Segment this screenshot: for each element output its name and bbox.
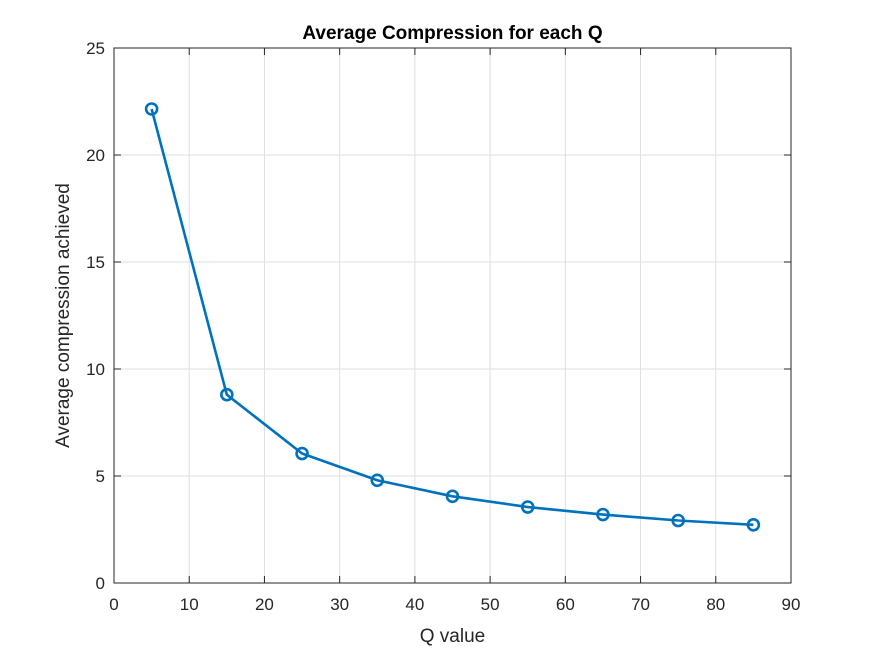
x-tick-label: 10	[180, 595, 199, 614]
y-tick-label: 20	[86, 146, 105, 165]
x-axis-label: Q value	[420, 626, 485, 647]
chart-title: Average Compression for each Q	[302, 23, 602, 44]
x-tick-label: 0	[109, 595, 118, 614]
axis-ticks: 0 10 20 30 40 50 60 70 80 90 0 5 10 15 20 25	[86, 39, 800, 614]
x-tick-label: 50	[481, 595, 500, 614]
y-axis-label: Average compression achieved	[53, 183, 74, 448]
series-line	[150, 108, 754, 527]
data-point-marker	[596, 507, 610, 522]
x-tick-label: 60	[556, 595, 575, 614]
data-point-marker	[220, 387, 234, 402]
data-point-marker	[520, 500, 535, 514]
data-point-marker	[370, 473, 385, 488]
grid	[114, 48, 791, 583]
data-point-marker	[445, 489, 460, 504]
y-tick-label: 15	[86, 253, 105, 272]
x-tick-label: 20	[255, 595, 274, 614]
data-point-marker	[295, 446, 309, 461]
axes-box	[113, 47, 792, 584]
y-tick-label: 5	[96, 467, 105, 486]
x-tick-label: 30	[330, 595, 349, 614]
x-tick-label: 40	[405, 595, 424, 614]
x-tick-label: 80	[706, 595, 725, 614]
x-tick-label: 90	[782, 595, 801, 614]
y-tick-label: 25	[86, 39, 105, 58]
x-tick-label: 70	[631, 595, 650, 614]
y-tick-label: 0	[96, 574, 105, 593]
data-point-marker	[144, 102, 159, 116]
series-layer	[144, 102, 761, 532]
y-tick-label: 10	[86, 360, 105, 379]
data-point-marker	[671, 513, 685, 528]
data-point-marker	[746, 517, 761, 532]
